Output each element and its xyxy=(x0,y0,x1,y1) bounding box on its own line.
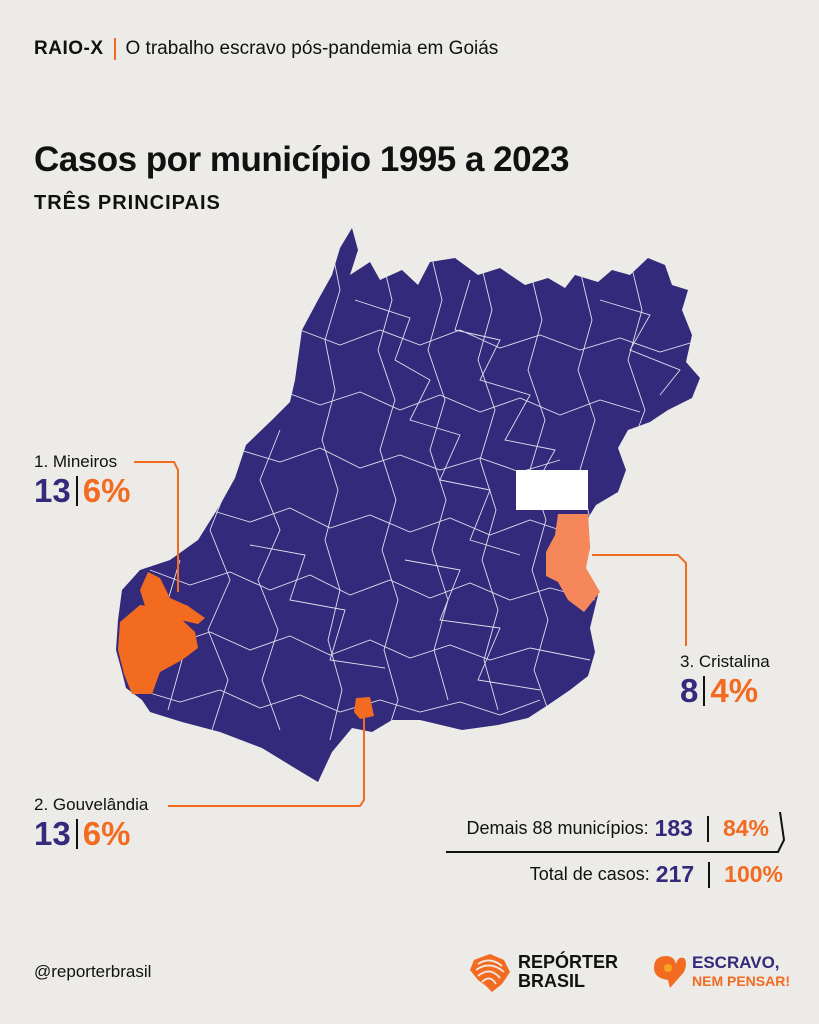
mineiros-stat: 13 6% xyxy=(34,472,130,510)
stat-divider xyxy=(75,476,78,506)
gouvelandia-municipality xyxy=(354,697,374,719)
distrito-federal-area xyxy=(516,470,588,510)
gouvelandia-leader-line xyxy=(168,716,365,807)
cristalina-leader-line xyxy=(592,554,687,646)
header-subtitle: O trabalho escravo pós-pandemia em Goiás xyxy=(125,38,499,59)
total-label: Total de casos: xyxy=(529,864,650,884)
mineiros-cases: 13 xyxy=(34,472,71,509)
gouvelandia-name: 2. Gouvelândia xyxy=(34,795,149,814)
others-label: Demais 88 municípios: xyxy=(466,818,649,838)
logo1-line2: BRASIL xyxy=(518,971,585,991)
summary-divider xyxy=(708,861,711,888)
cristalina-percent: 4% xyxy=(710,672,759,709)
total-cases: 217 xyxy=(655,861,695,887)
summary-divider xyxy=(706,815,709,842)
logo2-line1: ESCRAVO, xyxy=(692,953,780,972)
mineiros-municipality xyxy=(118,605,198,694)
brazil-fingerprint-icon xyxy=(470,954,510,992)
logo1-line1: REPÓRTER xyxy=(518,952,619,972)
cristalina-stat: 8 4% xyxy=(680,672,770,710)
municipality-borders xyxy=(129,239,700,741)
logo2-line2: NEM PENSAR! xyxy=(692,973,791,989)
label-mineiros: 1. Mineiros 13 6% xyxy=(34,452,130,510)
stat-divider xyxy=(75,819,78,849)
gouvelandia-stat: 13 6% xyxy=(34,815,148,853)
page-subtitle: TRÊS PRINCIPAIS xyxy=(34,192,221,214)
summary-bracket xyxy=(446,811,786,853)
header: RAIO-X O trabalho escravo pós-pandemia e… xyxy=(34,38,498,60)
reporter-brasil-logo: REPÓRTER BRASIL xyxy=(466,950,618,994)
label-cristalina: 3. Cristalina 8 4% xyxy=(680,652,770,710)
total-percent: 100% xyxy=(724,861,783,887)
mineiros-secondary-area xyxy=(140,572,205,624)
stat-divider xyxy=(703,676,706,706)
goias-state-shape xyxy=(116,228,700,782)
mineiros-leader-line xyxy=(134,461,179,592)
gouvelandia-percent: 6% xyxy=(82,815,131,852)
mineiros-name: 1. Mineiros xyxy=(34,452,118,471)
others-percent: 84% xyxy=(722,815,769,841)
label-gouvelandia: 2. Gouvelândia 13 6% xyxy=(34,795,148,853)
summary-total: Total de casos: 217 100% xyxy=(530,861,783,888)
cristalina-cases: 8 xyxy=(680,672,699,709)
summary-others: Demais 88 municípios: 183 84% xyxy=(466,815,769,842)
header-separator xyxy=(113,38,116,60)
header-brand: RAIO-X xyxy=(34,38,104,59)
speech-heart-icon xyxy=(654,956,686,988)
page-title: Casos por município 1995 a 2023 xyxy=(34,140,570,179)
cristalina-name: 3. Cristalina xyxy=(680,652,770,671)
gouvelandia-cases: 13 xyxy=(34,815,71,852)
cristalina-municipality xyxy=(546,514,600,612)
mineiros-percent: 6% xyxy=(82,472,131,509)
social-handle: @reporterbrasil xyxy=(34,962,152,981)
others-cases: 183 xyxy=(654,815,693,841)
escravo-nem-pensar-logo: ESCRAVO, NEM PENSAR! xyxy=(648,950,790,994)
